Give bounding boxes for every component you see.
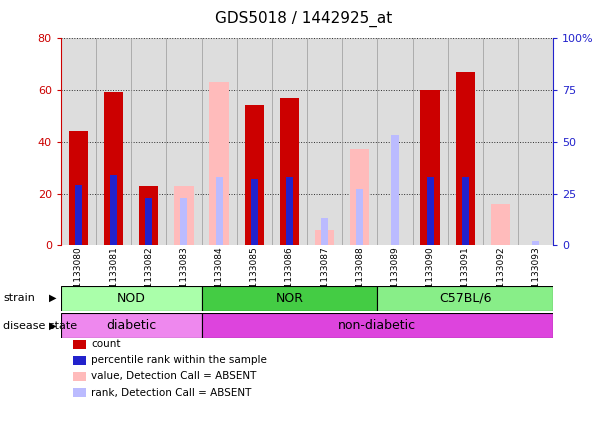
Bar xyxy=(427,177,434,245)
Bar xyxy=(201,313,553,338)
Bar xyxy=(392,135,398,245)
Bar xyxy=(491,204,510,245)
Bar xyxy=(145,198,152,245)
Text: disease state: disease state xyxy=(3,321,77,331)
Text: strain: strain xyxy=(3,293,35,303)
Bar xyxy=(350,149,370,245)
Text: non-diabetic: non-diabetic xyxy=(338,319,416,332)
Bar xyxy=(201,286,378,311)
Bar xyxy=(139,186,159,245)
Bar xyxy=(61,313,201,338)
Bar xyxy=(356,190,364,245)
Text: C57BL/6: C57BL/6 xyxy=(439,292,492,305)
Bar xyxy=(75,185,82,245)
Bar xyxy=(455,72,475,245)
Bar xyxy=(209,82,229,245)
Text: ▶: ▶ xyxy=(49,321,57,331)
Text: NOD: NOD xyxy=(117,292,145,305)
Bar xyxy=(69,132,88,245)
Text: count: count xyxy=(91,339,121,349)
Bar xyxy=(244,105,264,245)
Bar xyxy=(462,177,469,245)
Bar xyxy=(61,286,201,311)
Bar xyxy=(174,186,193,245)
Bar xyxy=(286,177,293,245)
Text: value, Detection Call = ABSENT: value, Detection Call = ABSENT xyxy=(91,371,257,382)
Bar xyxy=(110,175,117,245)
Text: diabetic: diabetic xyxy=(106,319,156,332)
Bar xyxy=(250,179,258,245)
Bar xyxy=(216,177,223,245)
Bar xyxy=(421,90,440,245)
Bar xyxy=(378,286,553,311)
Text: rank, Detection Call = ABSENT: rank, Detection Call = ABSENT xyxy=(91,387,252,398)
Bar xyxy=(315,230,334,245)
Bar xyxy=(181,198,187,245)
Bar xyxy=(280,98,299,245)
Bar xyxy=(532,241,539,245)
Text: ▶: ▶ xyxy=(49,293,57,303)
Text: percentile rank within the sample: percentile rank within the sample xyxy=(91,355,267,365)
Bar xyxy=(321,218,328,245)
Text: GDS5018 / 1442925_at: GDS5018 / 1442925_at xyxy=(215,11,393,27)
Bar xyxy=(104,93,123,245)
Text: NOR: NOR xyxy=(275,292,303,305)
